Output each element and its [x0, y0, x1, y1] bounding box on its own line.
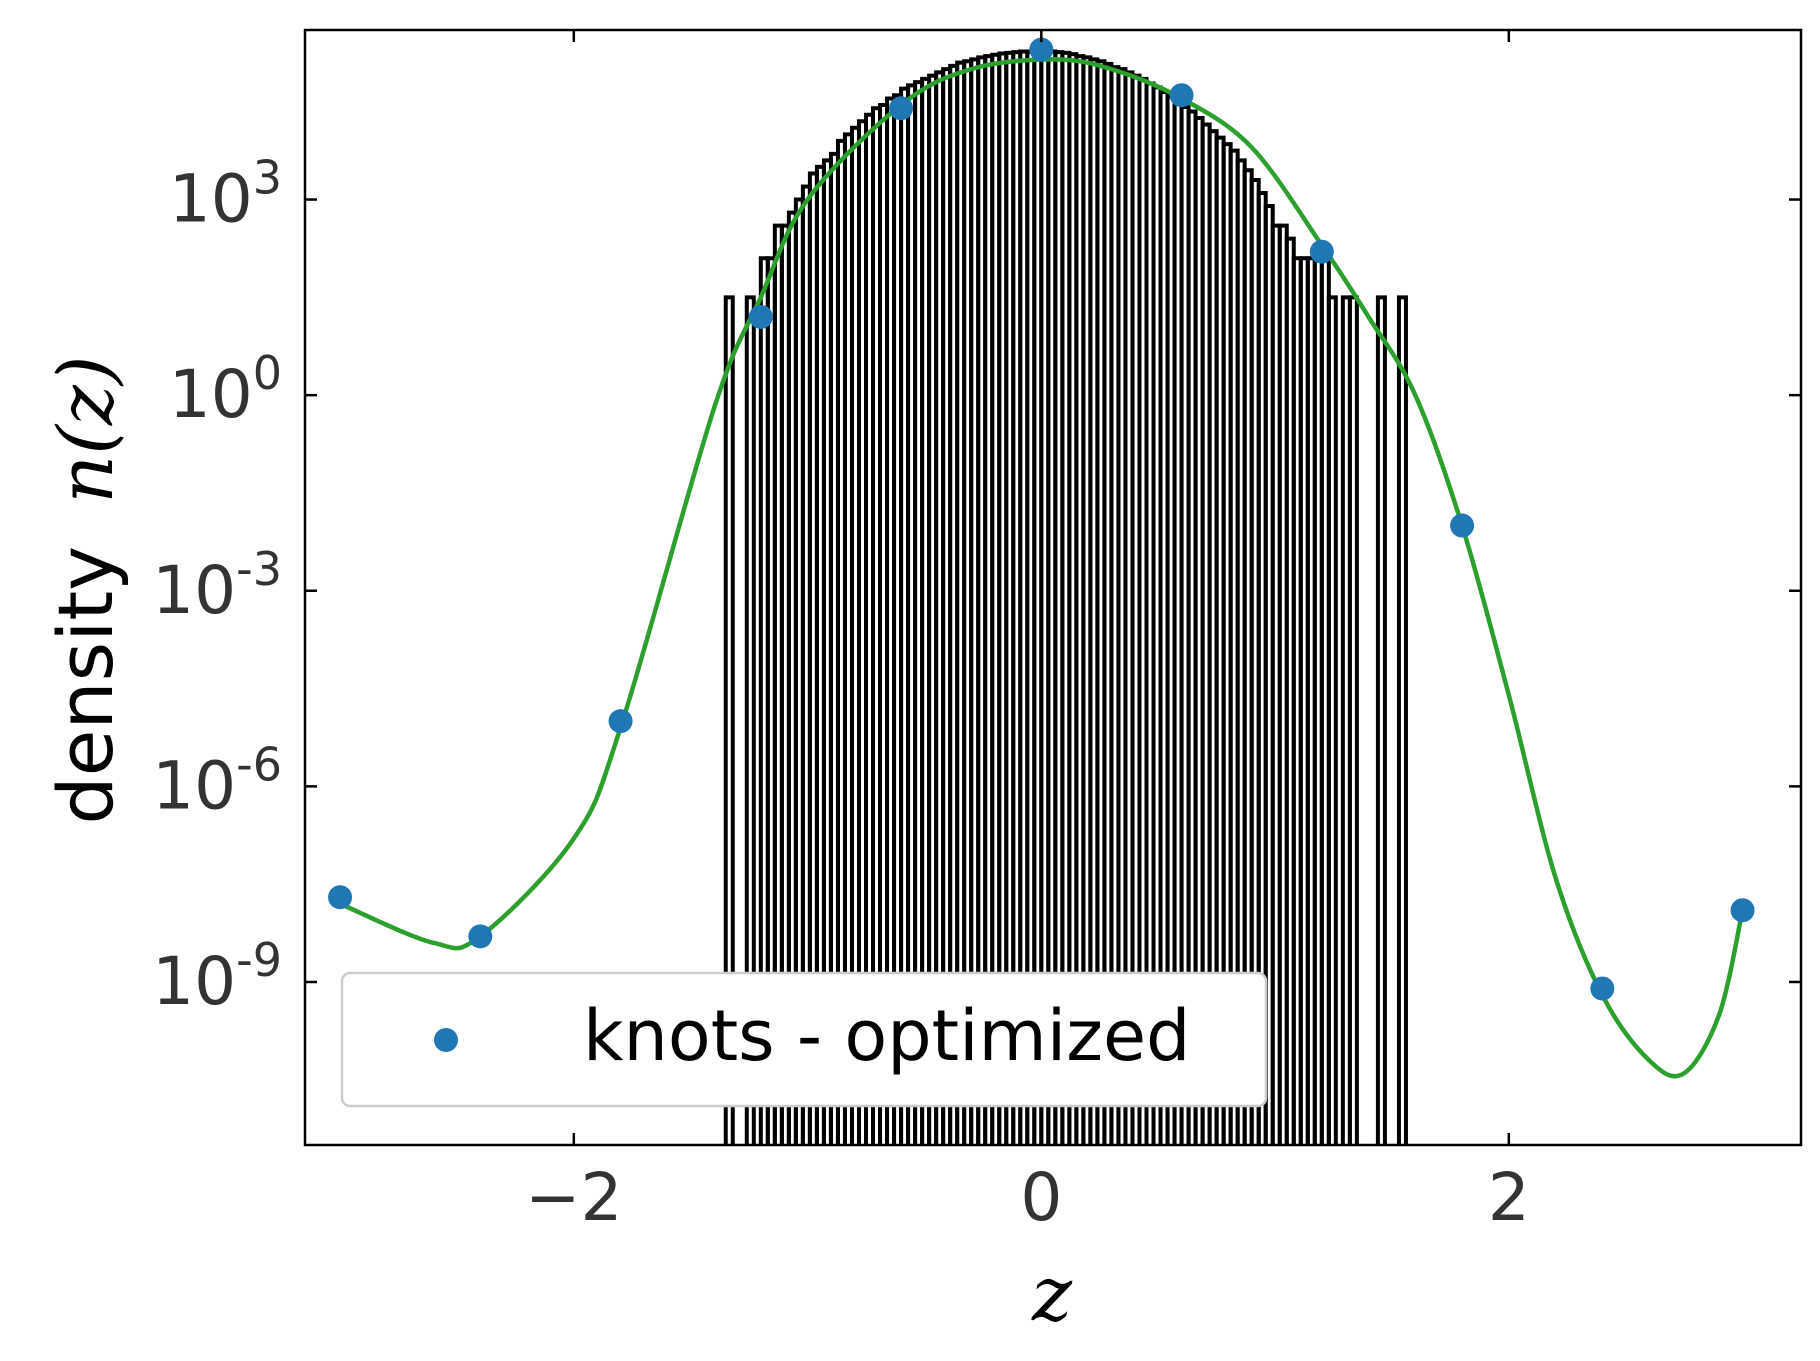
histogram-bar — [723, 295, 735, 1145]
histogram-bar — [1396, 295, 1408, 1145]
knots-layer — [328, 37, 1755, 1001]
knot-point — [748, 304, 773, 329]
legend-marker — [434, 1028, 458, 1052]
legend: knots - optimized — [340, 971, 1268, 1108]
knot-point — [1590, 976, 1615, 1001]
knot-point — [1450, 513, 1475, 538]
y-tick-label: 100 — [169, 346, 282, 433]
histogram-bar — [1326, 295, 1338, 1145]
histogram-layer — [723, 49, 1408, 1145]
y-axis-title-math: n(z) — [41, 355, 130, 503]
legend-label: knots - optimized — [583, 995, 1190, 1077]
y-tick-label: 10-9 — [152, 933, 282, 1020]
knot-point — [1029, 37, 1054, 62]
y-axis-title-prefix: density — [41, 546, 130, 825]
x-tick-label: 2 — [1488, 1159, 1530, 1236]
knot-point — [1309, 239, 1334, 264]
y-tick-label: 103 — [169, 151, 282, 238]
svg-text:density n(z): density n(z) — [41, 355, 130, 824]
knot-point — [1169, 83, 1194, 108]
plot-frame — [303, 28, 1803, 1147]
histogram-bar — [1347, 295, 1359, 1145]
x-tick-label: −2 — [525, 1159, 622, 1236]
y-tick-label: 10-6 — [152, 737, 282, 824]
ticks-layer: −2 0 2 103 100 10-3 10-6 10-9 — [152, 30, 1801, 1236]
x-tick-label: 0 — [1020, 1159, 1062, 1236]
knot-point — [468, 924, 493, 949]
knot-point — [889, 96, 914, 121]
knot-point — [608, 709, 633, 734]
y-tick-label: 10-3 — [152, 542, 282, 629]
knot-point — [1730, 898, 1755, 923]
y-axis-title: density n(z) — [41, 355, 130, 824]
legend-box — [340, 971, 1268, 1108]
knot-point — [328, 885, 353, 910]
histogram-bar — [744, 295, 756, 1145]
histogram-bar — [1375, 295, 1387, 1145]
x-axis-title: z — [1031, 1249, 1073, 1338]
